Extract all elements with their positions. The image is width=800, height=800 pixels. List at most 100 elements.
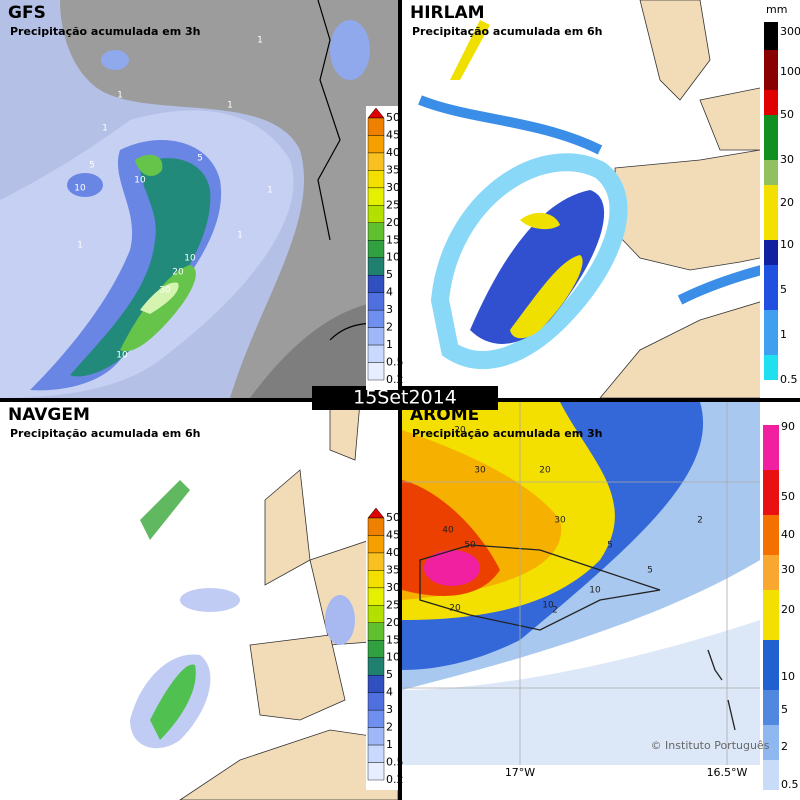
- contour-label: 1: [77, 241, 83, 251]
- colorbar-segment: [764, 185, 778, 240]
- contour-label: 1: [102, 124, 108, 134]
- colorbar-segment: [764, 160, 778, 185]
- colorbar-label: 4: [386, 686, 393, 699]
- colorbar-label: 15: [386, 633, 400, 646]
- colorbar-label: 2: [781, 740, 788, 753]
- contour-label: 10: [74, 184, 86, 194]
- colorbar-label: 20: [781, 603, 795, 616]
- panel-title: GFS: [8, 3, 46, 23]
- colorbar-label: 35: [386, 563, 400, 576]
- colorbar-segment: [763, 470, 779, 515]
- colorbar-label: 1: [780, 328, 787, 341]
- colorbar-segment: [367, 309, 385, 328]
- colorbar-segment: [764, 355, 778, 380]
- date-box: [312, 386, 498, 410]
- colorbar-label: 5: [386, 268, 393, 281]
- colorbar-segment: [367, 344, 385, 363]
- colorbar-label: 40: [386, 146, 400, 159]
- colorbar-segment: [367, 692, 385, 711]
- colorbar-segment: [764, 265, 778, 310]
- gfs-map: [0, 0, 398, 398]
- colorbar-segment: [367, 117, 385, 136]
- contour-label: 20: [172, 268, 184, 278]
- date-label: 15Set2014: [353, 387, 457, 409]
- colorbar-label: 10: [780, 238, 794, 251]
- colorbar-label: 20: [780, 196, 794, 209]
- contour-label: 1: [267, 186, 273, 196]
- colorbar-segment: [764, 240, 778, 265]
- contour-label: 1: [117, 91, 123, 101]
- colorbar-segment: [367, 257, 385, 276]
- colorbar-label: 300: [780, 25, 800, 38]
- colorbar-label: 25: [386, 198, 400, 211]
- colorbar-label: 5: [386, 668, 393, 681]
- contour-label: 20: [454, 426, 466, 436]
- colorbar-label: 35: [386, 163, 400, 176]
- colorbar-label: 45: [386, 528, 400, 541]
- panel-subtitle: Precipitação acumulada em 6h: [412, 25, 603, 38]
- colorbar-label: 3: [386, 303, 393, 316]
- contour-label: 30: [474, 466, 486, 476]
- colorbar-segment: [764, 50, 778, 90]
- colorbar-label: 0.5: [386, 756, 404, 769]
- colorbar-label: 5: [780, 283, 787, 296]
- contour-label: 30: [554, 516, 566, 526]
- colorbar-label: 15: [386, 233, 400, 246]
- colorbar-segment: [764, 90, 778, 115]
- colorbar-segment: [367, 675, 385, 693]
- colorbar-segment: [367, 744, 385, 763]
- colorbar-label: 20: [386, 616, 400, 629]
- contour-label: 5: [197, 154, 203, 164]
- colorbar-label: 0.2: [386, 373, 404, 386]
- colorbar-label: 40: [781, 528, 795, 541]
- colorbar-label: 5: [781, 703, 788, 716]
- axis-label: 16.5°W: [707, 766, 748, 779]
- colorbar-segment: [367, 152, 385, 171]
- colorbar-label: 2: [386, 721, 393, 734]
- colorbar-label: 0.5: [781, 778, 799, 791]
- navgem-map: [0, 402, 398, 800]
- colorbar-segment: [367, 327, 385, 346]
- colorbar-segment: [367, 727, 385, 746]
- credit: © Instituto Português: [651, 739, 770, 752]
- colorbar-label: 45: [386, 128, 400, 141]
- colorbar-label: 40: [386, 546, 400, 559]
- contour-label: 10: [116, 351, 128, 361]
- colorbar-segment: [367, 240, 385, 258]
- colorbar-segment: [763, 690, 779, 725]
- colorbar-label: 90: [781, 420, 795, 433]
- contour-label: 10: [134, 176, 146, 186]
- colorbar-segment: [763, 760, 779, 790]
- colorbar-segment: [367, 657, 385, 676]
- colorbar-label: 30: [781, 563, 795, 576]
- contour-label: 1: [237, 231, 243, 241]
- colorbar-segment: [764, 22, 778, 50]
- colorbar-label: 10: [386, 251, 400, 264]
- contour-label: 20: [539, 466, 551, 476]
- contour-label: 40: [442, 526, 454, 536]
- panel-title: AROME: [410, 405, 479, 425]
- colorbar-segment: [763, 725, 779, 760]
- colorbar-label: 50: [386, 511, 400, 524]
- colorbar-label: 25: [386, 598, 400, 611]
- contour-label: 10: [542, 601, 554, 611]
- colorbar-label: 0.2: [386, 773, 404, 786]
- colorbar-label: 1: [386, 338, 393, 351]
- colorbar-label: 50: [386, 111, 400, 124]
- colorbar-label: 50: [780, 108, 794, 121]
- colorbar-label: 0.5: [386, 356, 404, 369]
- colorbar-segment: [367, 535, 385, 554]
- colorbar-segment: [367, 622, 385, 641]
- colorbar-segment: [367, 552, 385, 571]
- colorbar-label: 2: [386, 321, 393, 334]
- colorbar-label: 50: [781, 490, 795, 503]
- colorbar-segment: [763, 515, 779, 555]
- colorbar-segment: [367, 587, 385, 606]
- contour-label: 1: [227, 101, 233, 111]
- colorbar-label: 3: [386, 703, 393, 716]
- colorbar-label: 0.5: [780, 373, 798, 386]
- contour-label: 20: [449, 604, 461, 614]
- arome-map: [402, 402, 800, 800]
